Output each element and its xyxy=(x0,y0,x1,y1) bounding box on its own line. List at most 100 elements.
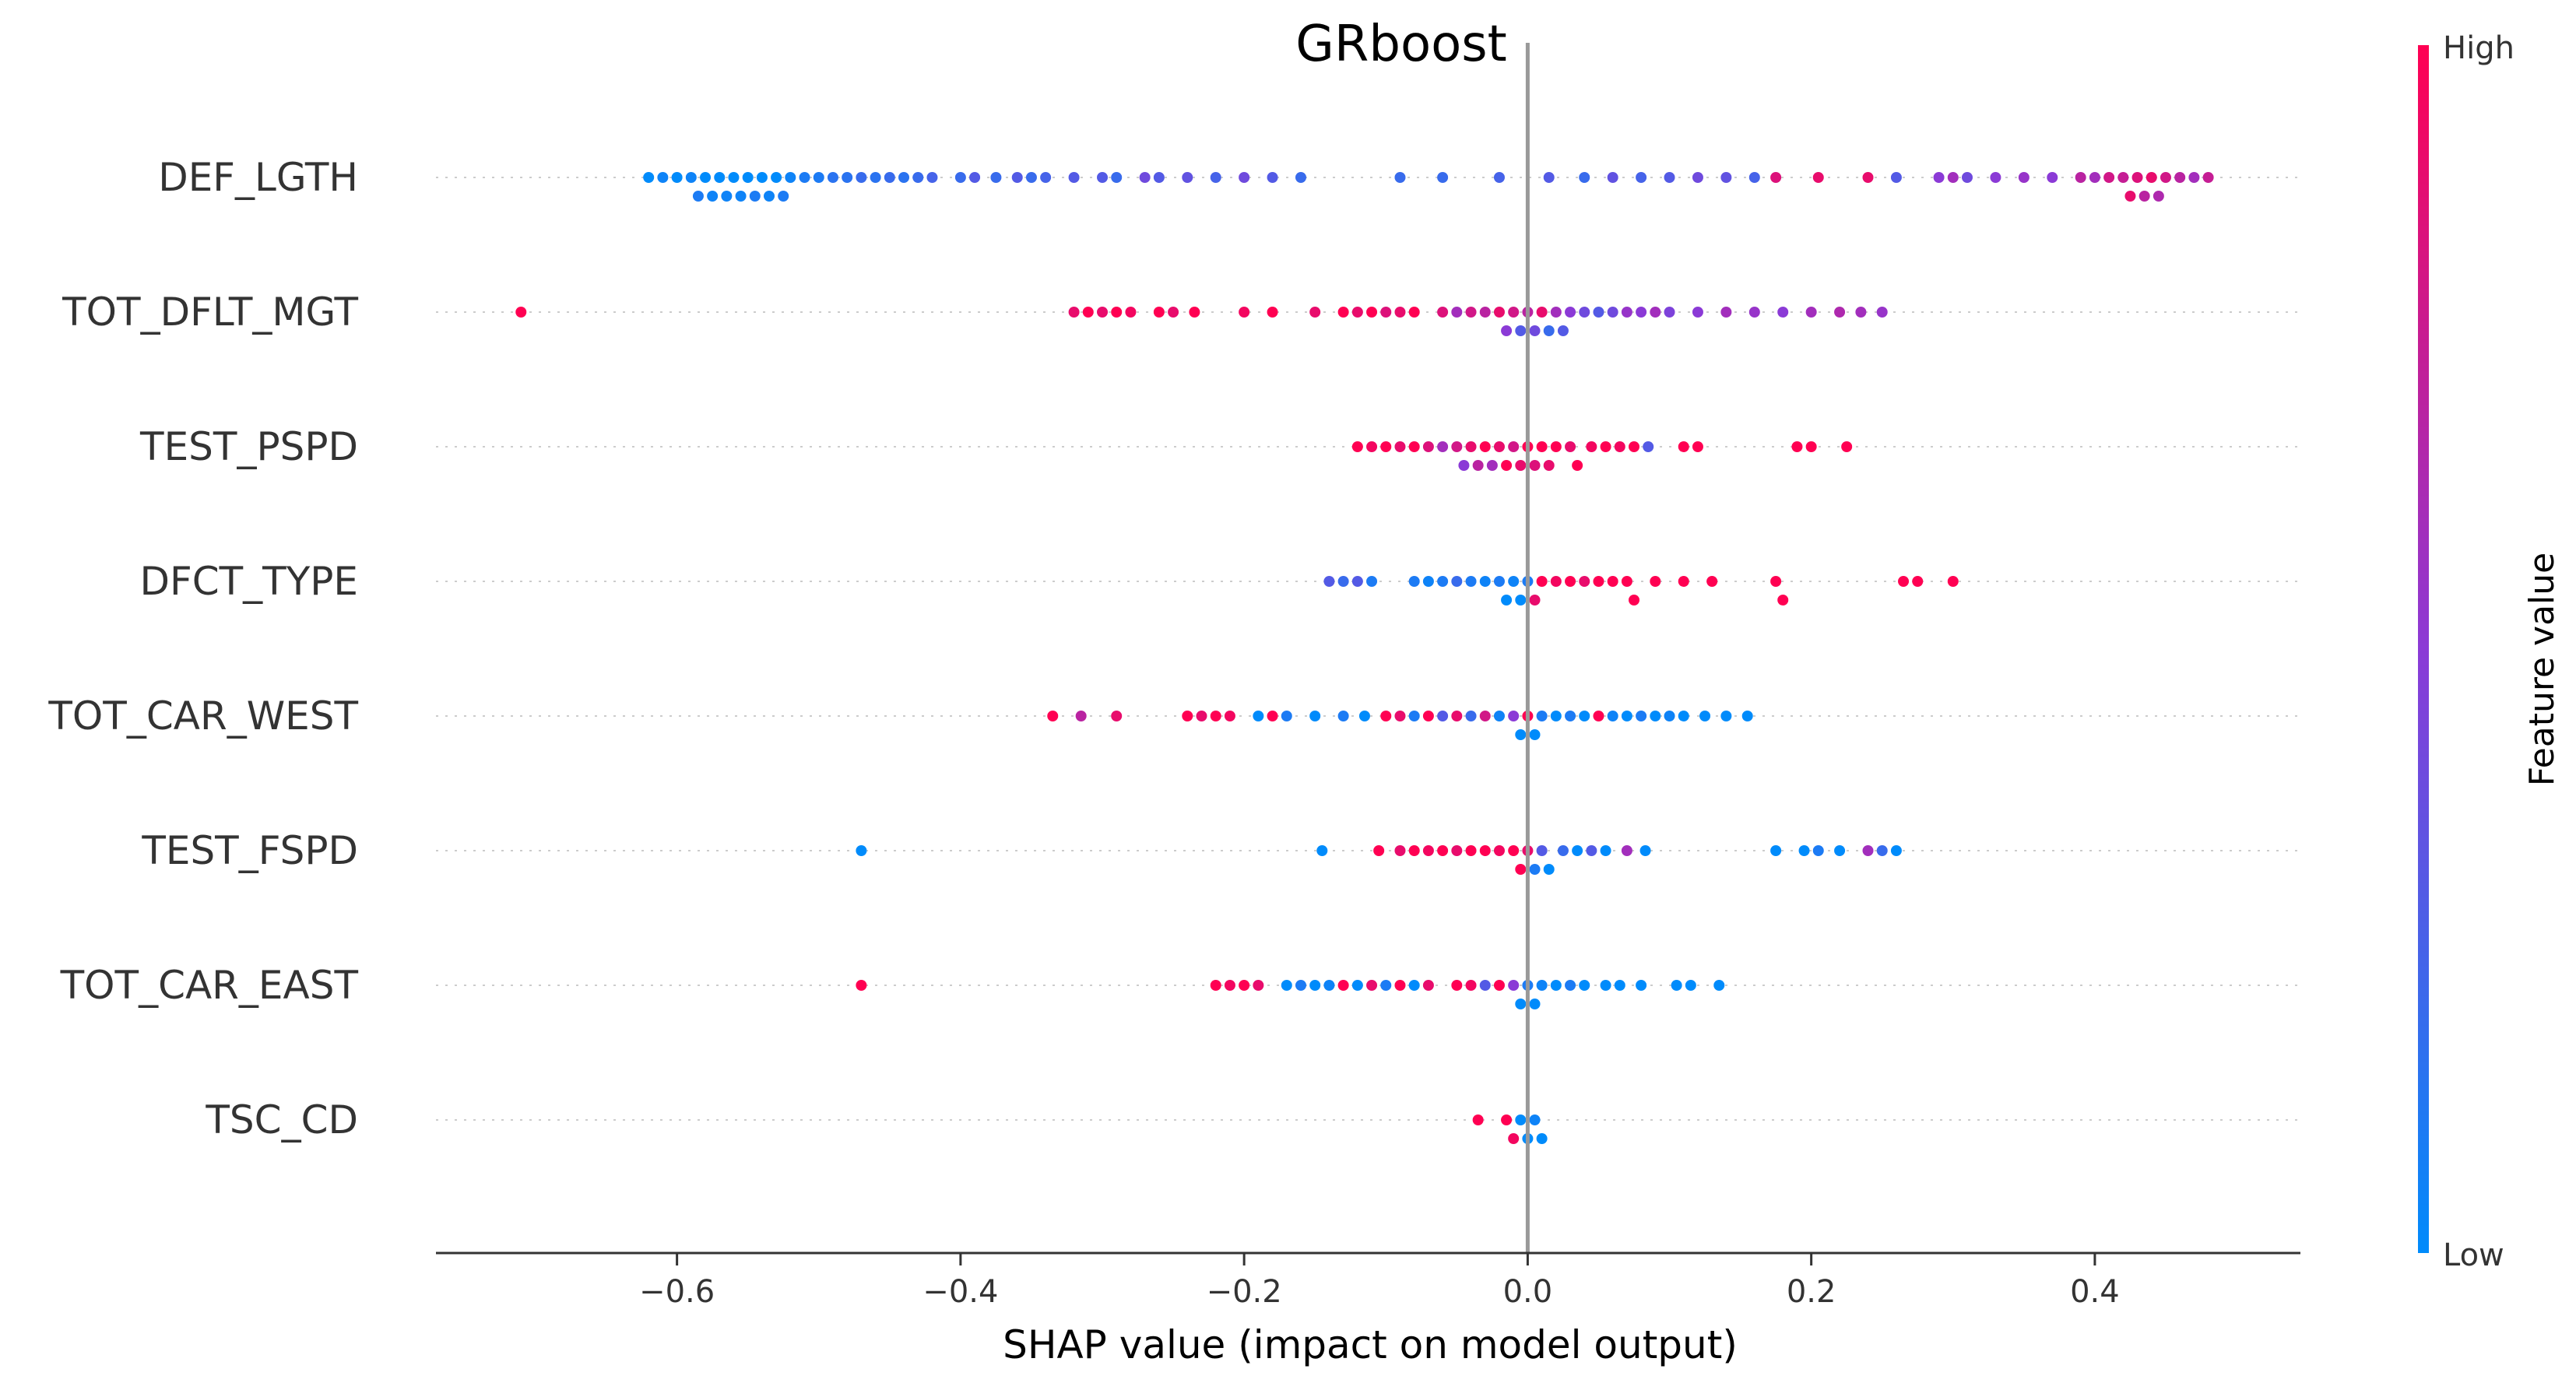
shap-point xyxy=(1366,441,1378,452)
shap-point xyxy=(1515,729,1527,740)
shap-point xyxy=(1515,460,1527,471)
shap-point xyxy=(1111,307,1123,318)
shap-point xyxy=(1586,441,1597,452)
shap-point xyxy=(1777,595,1789,606)
shap-point xyxy=(1699,711,1711,721)
shap-point xyxy=(1451,576,1463,587)
feature-label: DFCT_TYPE xyxy=(139,559,358,604)
shap-point xyxy=(1550,980,1562,991)
shap-point xyxy=(1394,711,1406,721)
shap-point xyxy=(2188,172,2200,183)
shap-point xyxy=(1437,711,1449,721)
shap-point xyxy=(1720,307,1732,318)
shap-point xyxy=(1075,711,1087,721)
shap-point xyxy=(884,172,895,183)
feature-label: TSC_CD xyxy=(205,1097,358,1143)
shap-point xyxy=(1281,980,1292,991)
shap-point xyxy=(1309,980,1321,991)
shap-point xyxy=(1408,441,1420,452)
shap-point xyxy=(1912,576,1924,587)
shap-point xyxy=(1664,307,1675,318)
shap-point xyxy=(1508,980,1520,991)
shap-point xyxy=(2131,172,2143,183)
shap-point xyxy=(1082,307,1094,318)
shap-point xyxy=(1493,711,1505,721)
shap-point xyxy=(1671,980,1682,991)
shap-point xyxy=(1791,441,1803,452)
shap-point xyxy=(1720,172,1732,183)
shap-point xyxy=(1508,1133,1520,1144)
shap-point xyxy=(1593,576,1604,587)
shap-point xyxy=(1664,711,1675,721)
shap-point xyxy=(1479,307,1491,318)
shap-point xyxy=(1565,980,1576,991)
shap-point xyxy=(1493,980,1505,991)
shap-point xyxy=(1253,980,1264,991)
shap-point xyxy=(1876,307,1888,318)
shap-point xyxy=(1529,999,1541,1009)
x-ticks: −0.6 −0.4 −0.2 0.0 0.2 0.4 xyxy=(639,1253,2120,1310)
shap-point xyxy=(2174,172,2186,183)
shap-point xyxy=(1536,980,1548,991)
feature-labels: DEF_LGTH TOT_DFLT_MGT TEST_PSPD DFCT_TYPE TO… xyxy=(47,155,358,1143)
shap-point xyxy=(1579,711,1590,721)
shap-point xyxy=(1309,711,1321,721)
shap-point xyxy=(1692,172,1703,183)
shap-point xyxy=(1557,325,1569,336)
shap-point xyxy=(1479,980,1491,991)
feature-label: TOT_CAR_EAST xyxy=(60,963,359,1008)
shap-point xyxy=(1281,711,1292,721)
shap-point xyxy=(1643,441,1654,452)
shap-point xyxy=(1025,172,1037,183)
shap-point xyxy=(1486,460,1498,471)
shap-point xyxy=(1650,576,1661,587)
shap-point xyxy=(1529,729,1541,740)
shap-point xyxy=(1437,576,1449,587)
x-tick-label: 0.4 xyxy=(2070,1274,2120,1310)
shap-point xyxy=(1834,845,1846,856)
shap-point xyxy=(1805,441,1817,452)
shap-point xyxy=(1890,845,1902,856)
shap-point xyxy=(1458,460,1470,471)
shap-point xyxy=(1493,576,1505,587)
shap-point xyxy=(1529,864,1541,875)
shap-point xyxy=(1351,980,1363,991)
shap-point xyxy=(1366,980,1378,991)
shap-point xyxy=(1876,845,1888,856)
colorbar-title: Feature value xyxy=(2522,553,2562,786)
shap-point xyxy=(1536,441,1548,452)
shap-point xyxy=(515,307,527,318)
shap-point xyxy=(756,172,768,183)
shap-point xyxy=(1351,307,1363,318)
shap-point xyxy=(1614,980,1625,991)
x-tick-label: 0.2 xyxy=(1787,1274,1836,1310)
shap-point xyxy=(1543,172,1555,183)
shap-point xyxy=(685,172,697,183)
x-axis-label: SHAP value (impact on model output) xyxy=(1003,1322,1738,1367)
shap-point xyxy=(1224,711,1235,721)
shap-point xyxy=(1501,460,1513,471)
shap-point xyxy=(1168,307,1179,318)
shap-point xyxy=(1408,576,1420,587)
shap-point xyxy=(1189,307,1200,318)
shap-point xyxy=(1572,460,1583,471)
shap-point xyxy=(1862,845,1874,856)
shap-point xyxy=(1465,307,1477,318)
shap-point xyxy=(1636,711,1647,721)
shap-point xyxy=(1805,307,1817,318)
shap-point xyxy=(1451,307,1463,318)
shap-point xyxy=(700,172,712,183)
shap-point xyxy=(1650,307,1661,318)
shap-point xyxy=(1607,576,1618,587)
shap-point xyxy=(1309,307,1321,318)
shap-point xyxy=(1678,441,1689,452)
shap-point xyxy=(1636,980,1647,991)
shap-point xyxy=(1855,307,1867,318)
shap-point xyxy=(1451,980,1463,991)
shap-point xyxy=(2202,172,2214,183)
shap-point xyxy=(1841,441,1853,452)
shap-point xyxy=(1961,172,1973,183)
shap-point xyxy=(1394,980,1406,991)
shap-point xyxy=(1636,172,1647,183)
shap-point xyxy=(778,191,789,202)
